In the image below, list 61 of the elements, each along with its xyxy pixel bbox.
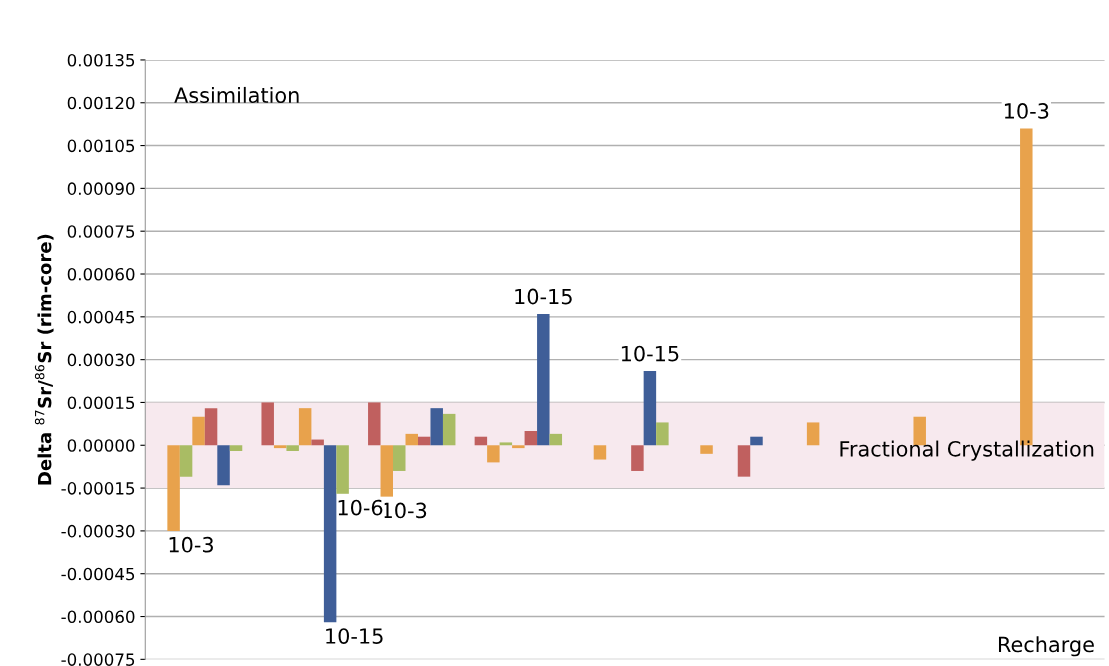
bar [512, 445, 525, 449]
data-label: 10-15 [326, 628, 383, 644]
data-label: 10-6 [338, 499, 383, 516]
y-axis-title: Delta $^{87}$Sr/$^{86}$Sr (rim-core) [34, 234, 54, 485]
bar [750, 436, 763, 446]
bar [167, 445, 180, 531]
bar [700, 445, 713, 454]
bar [217, 445, 230, 486]
annotation: Recharge [998, 636, 1094, 657]
bar [499, 442, 513, 446]
bar [286, 445, 299, 451]
annotation: Fractional Crystallization [840, 440, 1094, 461]
bar [537, 313, 550, 446]
bar [298, 408, 312, 446]
y-tick-label: -0.00075 [61, 653, 135, 666]
bar [643, 371, 657, 446]
y-tick-label: 0.00105 [67, 139, 135, 153]
y-tick-label: 0.00090 [67, 182, 135, 195]
bar [524, 431, 538, 446]
bar [405, 433, 418, 446]
bar [229, 445, 243, 451]
bar [593, 445, 607, 460]
y-tick-label: 0.00015 [67, 396, 135, 410]
bar [487, 445, 500, 463]
bar [179, 445, 193, 477]
data-label: 10-3 [382, 502, 427, 519]
bar [204, 408, 218, 446]
y-tick-label: 0.00075 [67, 225, 135, 238]
bar [192, 416, 205, 446]
bar [806, 422, 820, 446]
bar [380, 445, 394, 497]
y-tick-label: 0.00045 [67, 310, 135, 324]
y-tick-label: 0.00030 [67, 353, 135, 367]
bar [737, 445, 751, 477]
bar [549, 433, 563, 446]
y-tick-label: 0.00120 [67, 96, 135, 110]
y-tick-label: 0.00000 [67, 439, 135, 452]
bar [442, 413, 456, 446]
annotation: Assimilation [174, 86, 299, 104]
bar [311, 439, 324, 446]
bar [273, 445, 287, 449]
bar [336, 445, 349, 494]
bar [368, 402, 381, 446]
y-tick-label: 0.00135 [67, 53, 135, 67]
bar [474, 436, 488, 446]
bar [261, 402, 274, 446]
y-tick-label: -0.00045 [61, 567, 135, 581]
data-label: 10-15 [621, 345, 679, 362]
data-label: 10-3 [1004, 103, 1049, 119]
data-label: 10-15 [515, 288, 572, 305]
bar [430, 408, 443, 446]
y-tick-label: -0.00015 [61, 482, 135, 495]
bar [393, 445, 406, 471]
bar [656, 422, 669, 446]
y-tick-label: 0.00060 [67, 267, 135, 281]
data-label: 10-3 [169, 536, 213, 553]
bar [417, 436, 431, 446]
bar [323, 445, 337, 623]
y-tick-label: -0.00030 [61, 524, 135, 538]
bar [631, 445, 644, 471]
y-tick-label: -0.00060 [61, 610, 135, 624]
